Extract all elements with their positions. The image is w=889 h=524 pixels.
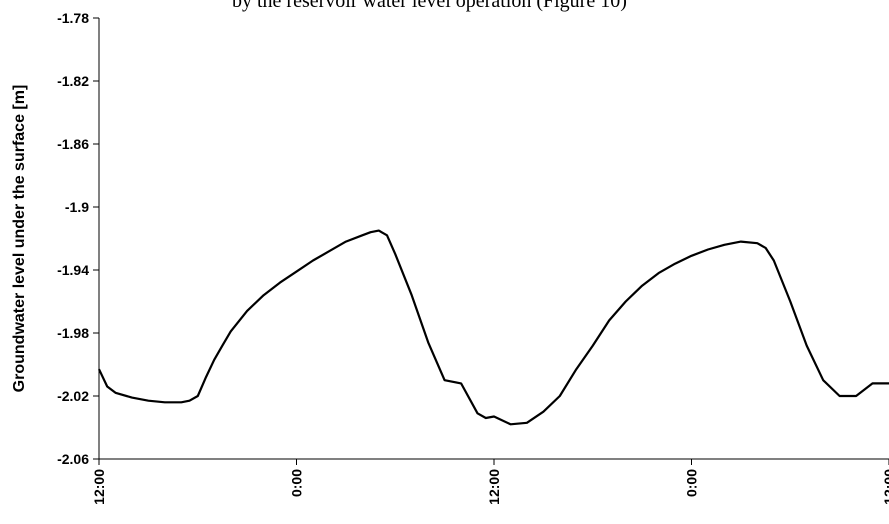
x-tick-label: 12:00 [881,469,889,505]
y-tick-label: -2.02 [57,388,89,404]
x-axis: 12:00 0:00 12:00 0:00 12:00 [91,458,889,505]
x-tick-label: 12:00 [486,469,502,505]
y-tick-label: -1.94 [57,262,89,278]
y-tick-label: -1.78 [57,10,89,26]
groundwater-level-line [98,229,889,426]
y-tick-label: -1.82 [57,73,89,89]
page-header-fragment: by the reservoir water level operation (… [232,0,627,12]
x-tick-label: 0:00 [289,469,305,497]
y-axis: -1.78 -1.82 -1.86 -1.9 -1.94 -1.98 -2.02 -2.06 [57,10,100,467]
y-tick-label: -2.06 [57,451,89,467]
y-tick-label: -1.86 [57,136,89,152]
y-tick-label: -1.98 [57,325,89,341]
x-tick-label: 0:00 [684,469,700,497]
y-axis-title: Groundwater level under the surface [m] [11,85,28,393]
x-tick-label: 12:00 [91,469,107,505]
y-tick-label: -1.9 [65,199,89,215]
